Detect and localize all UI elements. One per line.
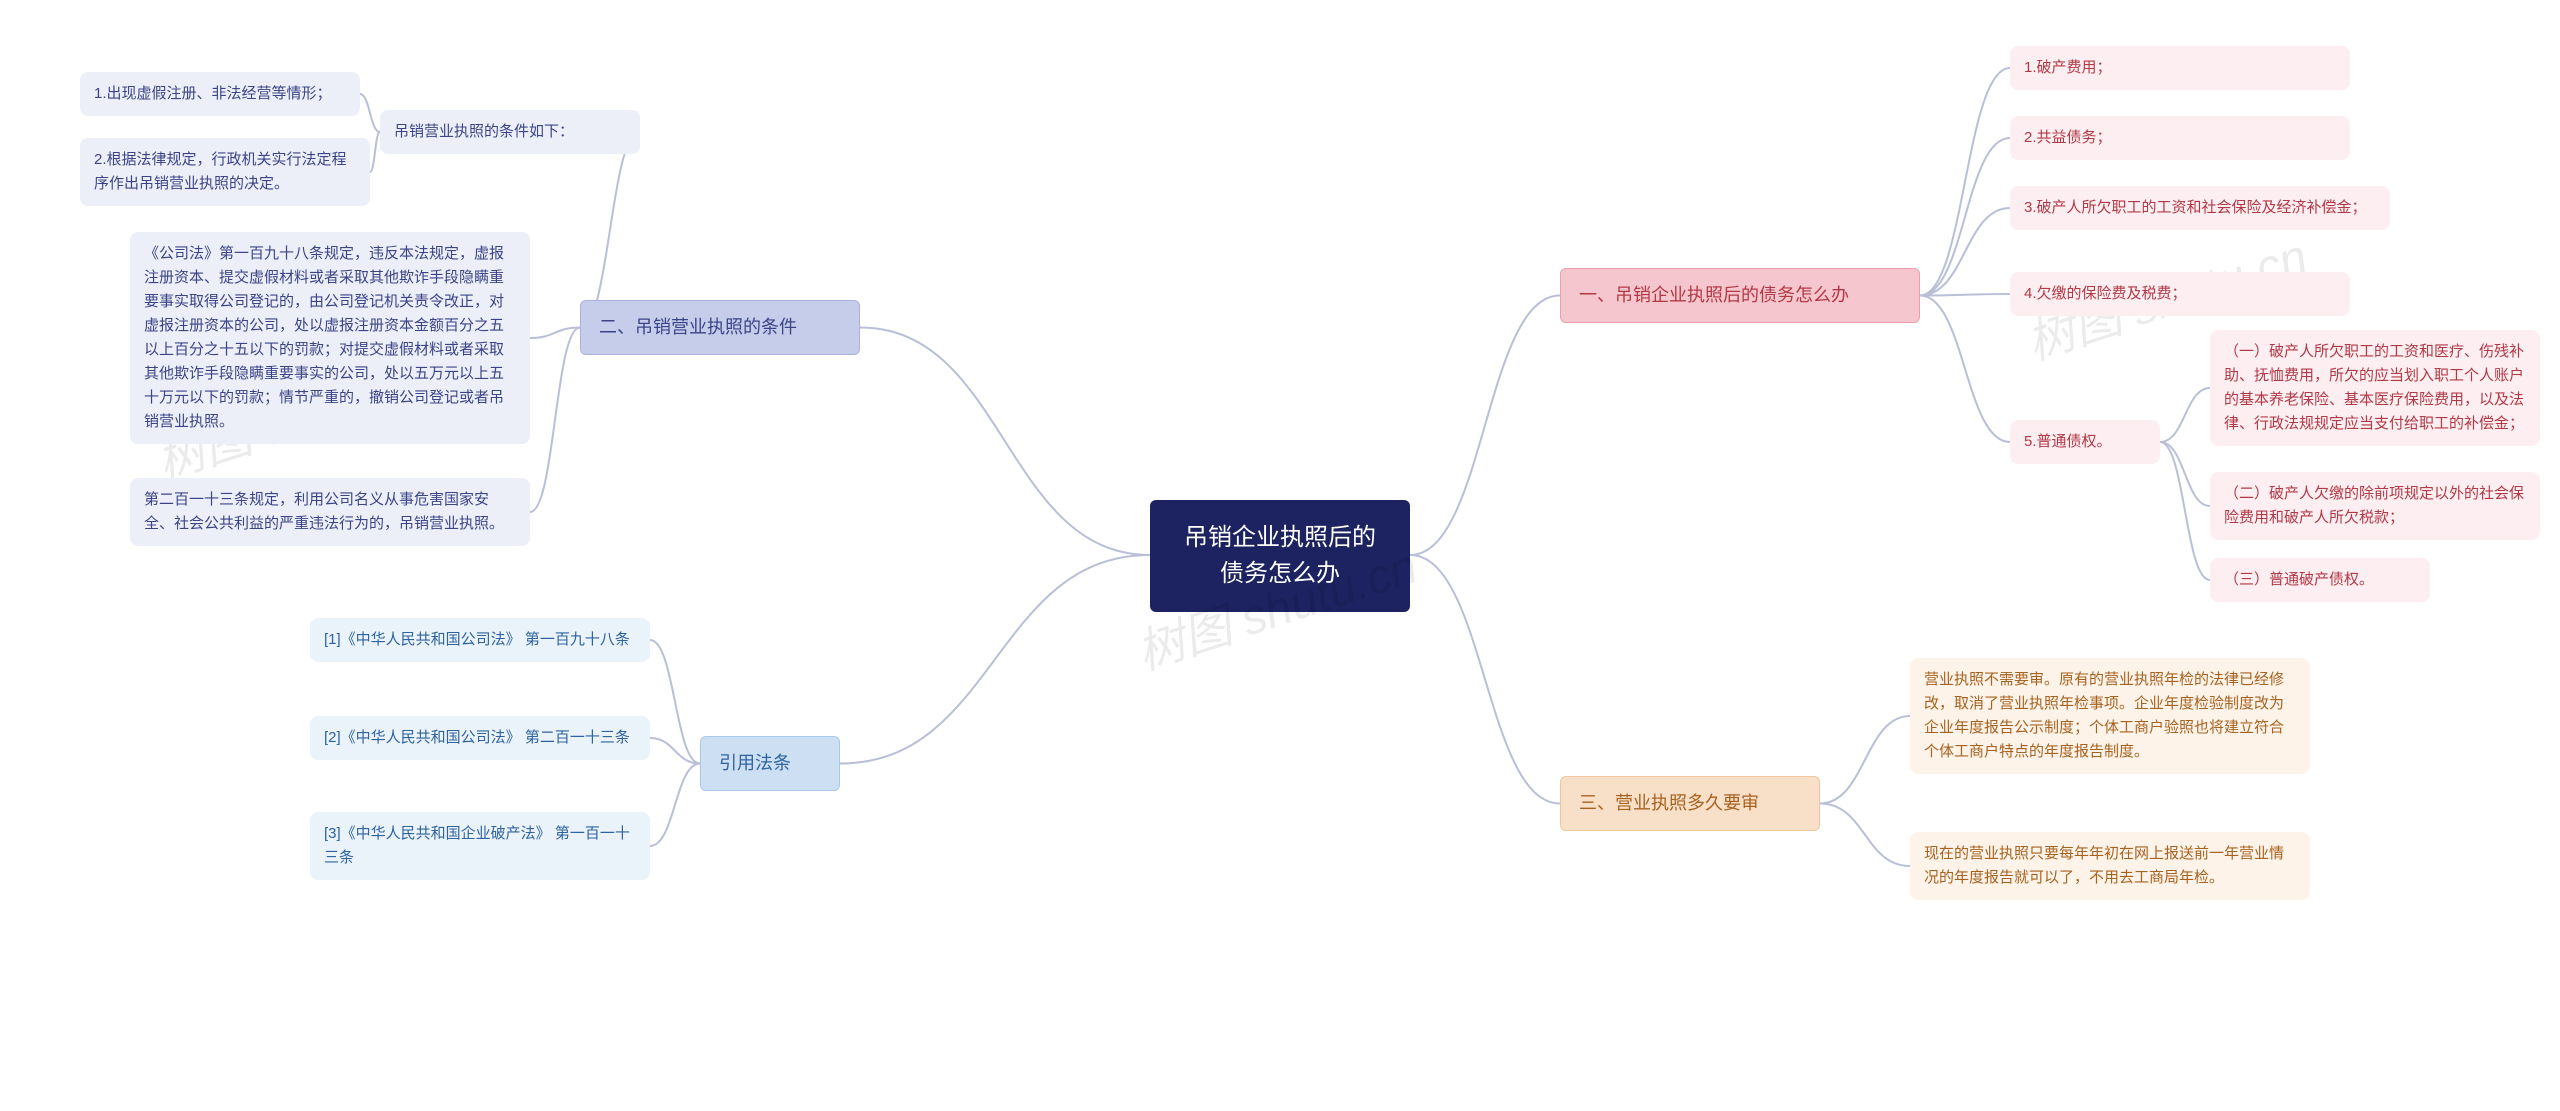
leaf-node: 第二百一十三条规定，利用公司名义从事危害国家安全、社会公共利益的严重违法行为的，… bbox=[130, 478, 530, 546]
leaf-node: （三）普通破产债权。 bbox=[2210, 558, 2430, 602]
branch-node: 三、营业执照多久要审 bbox=[1560, 776, 1820, 831]
node-label: 二、吊销营业执照的条件 bbox=[599, 317, 797, 337]
leaf-node: 2.共益债务； bbox=[2010, 116, 2350, 160]
center-node: 吊销企业执照后的债务怎么办 bbox=[1150, 500, 1410, 612]
node-label: [1]《中华人民共和国公司法》 第一百九十八条 bbox=[324, 631, 630, 648]
node-label: 三、营业执照多久要审 bbox=[1579, 793, 1759, 813]
leaf-node: 营业执照不需要审。原有的营业执照年检的法律已经修改，取消了营业执照年检事项。企业… bbox=[1910, 658, 2310, 774]
node-label: 第二百一十三条规定，利用公司名义从事危害国家安全、社会公共利益的严重违法行为的，… bbox=[144, 491, 504, 532]
leaf-node: [3]《中华人民共和国企业破产法》 第一百一十三条 bbox=[310, 812, 650, 880]
branch-node: 一、吊销企业执照后的债务怎么办 bbox=[1560, 268, 1920, 323]
node-label: （二）破产人欠缴的除前项规定以外的社会保险费用和破产人所欠税款； bbox=[2224, 485, 2524, 526]
node-label: （一）破产人所欠职工的工资和医疗、伤残补助、抚恤费用，所欠的应当划入职工个人账户… bbox=[2224, 343, 2524, 432]
branch-node: 二、吊销营业执照的条件 bbox=[580, 300, 860, 355]
leaf-node: 2.根据法律规定，行政机关实行法定程序作出吊销营业执照的决定。 bbox=[80, 138, 370, 206]
leaf-node: 4.欠缴的保险费及税费； bbox=[2010, 272, 2350, 316]
leaf-node: [1]《中华人民共和国公司法》 第一百九十八条 bbox=[310, 618, 650, 662]
leaf-node: （二）破产人欠缴的除前项规定以外的社会保险费用和破产人所欠税款； bbox=[2210, 472, 2540, 540]
node-label: （三）普通破产债权。 bbox=[2224, 571, 2374, 588]
leaf-node: 现在的营业执照只要每年年初在网上报送前一年营业情况的年度报告就可以了，不用去工商… bbox=[1910, 832, 2310, 900]
leaf-node: （一）破产人所欠职工的工资和医疗、伤残补助、抚恤费用，所欠的应当划入职工个人账户… bbox=[2210, 330, 2540, 446]
node-label: 1.破产费用； bbox=[2024, 59, 2112, 76]
node-label: 2.共益债务； bbox=[2024, 129, 2112, 146]
node-label: 2.根据法律规定，行政机关实行法定程序作出吊销营业执照的决定。 bbox=[94, 151, 347, 192]
leaf-node: 1.破产费用； bbox=[2010, 46, 2350, 90]
node-label: 《公司法》第一百九十八条规定，违反本法规定，虚报注册资本、提交虚假材料或者采取其… bbox=[144, 245, 504, 430]
node-label: [3]《中华人民共和国企业破产法》 第一百一十三条 bbox=[324, 825, 630, 866]
leaf-node: 5.普通债权。 bbox=[2010, 420, 2160, 464]
node-label: [2]《中华人民共和国公司法》 第二百一十三条 bbox=[324, 729, 630, 746]
leaf-node: 吊销营业执照的条件如下： bbox=[380, 110, 640, 154]
node-label: 5.普通债权。 bbox=[2024, 433, 2112, 450]
leaf-node: 1.出现虚假注册、非法经营等情形； bbox=[80, 72, 360, 116]
leaf-node: 3.破产人所欠职工的工资和社会保险及经济补偿金； bbox=[2010, 186, 2390, 230]
node-label: 1.出现虚假注册、非法经营等情形； bbox=[94, 85, 332, 102]
node-label: 一、吊销企业执照后的债务怎么办 bbox=[1579, 285, 1849, 305]
center-label: 吊销企业执照后的债务怎么办 bbox=[1184, 524, 1376, 587]
node-label: 3.破产人所欠职工的工资和社会保险及经济补偿金； bbox=[2024, 199, 2367, 216]
node-label: 现在的营业执照只要每年年初在网上报送前一年营业情况的年度报告就可以了，不用去工商… bbox=[1924, 845, 2284, 886]
leaf-node: 《公司法》第一百九十八条规定，违反本法规定，虚报注册资本、提交虚假材料或者采取其… bbox=[130, 232, 530, 444]
leaf-node: [2]《中华人民共和国公司法》 第二百一十三条 bbox=[310, 716, 650, 760]
node-label: 引用法条 bbox=[719, 753, 791, 773]
node-label: 吊销营业执照的条件如下： bbox=[394, 123, 574, 140]
branch-node: 引用法条 bbox=[700, 736, 840, 791]
node-label: 4.欠缴的保险费及税费； bbox=[2024, 285, 2187, 302]
node-label: 营业执照不需要审。原有的营业执照年检的法律已经修改，取消了营业执照年检事项。企业… bbox=[1924, 671, 2284, 760]
